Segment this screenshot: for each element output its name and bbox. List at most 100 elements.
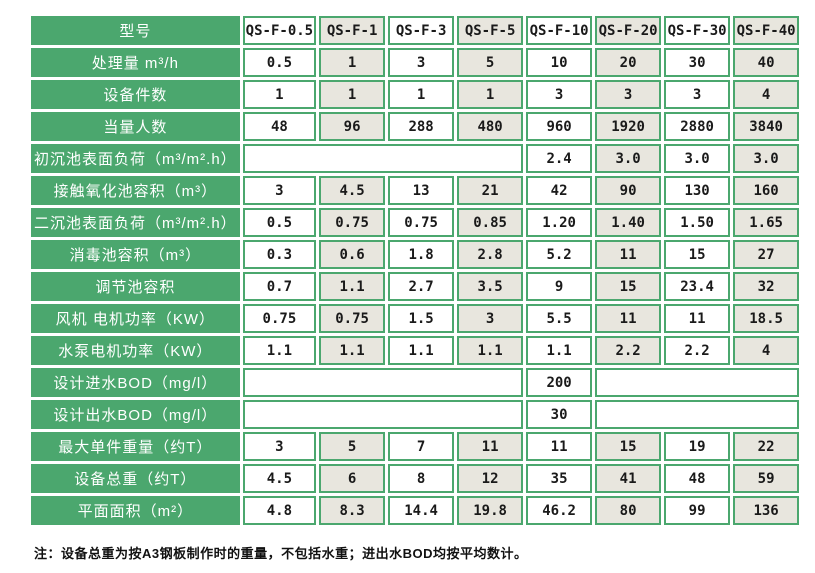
spec-value-cell: 5.2 (526, 240, 593, 269)
spec-value-cell: 14.4 (388, 496, 455, 525)
spec-value-cell: 35 (526, 464, 593, 493)
row-label-cell: 处理量 m³/h (31, 48, 240, 77)
row-label-cell: 设备件数 (31, 80, 240, 109)
spec-value-cell: 15 (595, 432, 662, 461)
spec-value-cell: 13 (388, 176, 455, 205)
spec-value-cell: 1.8 (388, 240, 455, 269)
spec-value-cell: 4.5 (242, 464, 317, 493)
spec-value-cell: 30 (526, 400, 593, 429)
spec-value-cell: 0.75 (242, 304, 317, 333)
spec-value-cell: 0.6 (319, 240, 386, 269)
row-label-cell: 平面面积（m²） (31, 496, 240, 525)
table-row: 最大单件重量（约T） 3 5 7 11 11 15 19 22 (31, 432, 800, 461)
spec-value-cell: 5 (457, 48, 524, 77)
spec-value-cell: 0.5 (242, 48, 317, 77)
spec-value-cell: 11 (457, 432, 524, 461)
table-row: 风机 电机功率（KW） 0.75 0.75 1.5 3 5.5 11 11 18.5 (31, 304, 800, 333)
table-row: 当量人数 48 96 288 480 960 1920 2880 3840 (31, 112, 800, 141)
spec-value-cell: 19 (664, 432, 731, 461)
spec-value-cell: 48 (242, 112, 317, 141)
model-header-cell: QS-F-20 (595, 16, 662, 45)
spec-value-cell: 4.5 (319, 176, 386, 205)
spec-value-cell: 0.7 (242, 272, 317, 301)
spec-value-cell: 80 (595, 496, 662, 525)
table-row: 设备件数 1 1 1 1 3 3 3 4 (31, 80, 800, 109)
spec-value-cell: 0.75 (319, 304, 386, 333)
spec-value-cell: 11 (526, 432, 593, 461)
spec-value-cell: 1.50 (664, 208, 731, 237)
spec-value-cell: 4.8 (242, 496, 317, 525)
table-row: 处理量 m³/h 0.5 1 3 5 10 20 30 40 (31, 48, 800, 77)
row-label-cell: 水泵电机功率（KW） (31, 336, 240, 365)
model-header-cell: QS-F-0.5 (242, 16, 317, 45)
table-row: 设计进水BOD（mg/l） 200 (31, 368, 800, 397)
table-row: 设备总重（约T） 4.5 6 8 12 35 41 48 59 (31, 464, 800, 493)
model-header-cell: QS-F-30 (664, 16, 731, 45)
spec-value-cell: 0.85 (457, 208, 524, 237)
spec-value-cell: 1.1 (388, 336, 455, 365)
spec-value-cell: 8.3 (319, 496, 386, 525)
spec-value-cell: 3 (242, 432, 317, 461)
spec-value-cell: 1.20 (526, 208, 593, 237)
spec-value-cell: 2.7 (388, 272, 455, 301)
table-row: 设计出水BOD（mg/l） 30 (31, 400, 800, 429)
model-header-cell: QS-F-1 (319, 16, 386, 45)
spec-value-cell: 19.8 (457, 496, 524, 525)
row-label-cell: 接触氧化池容积（m³） (31, 176, 240, 205)
spec-value-cell: 0.75 (319, 208, 386, 237)
spec-value-cell: 1.1 (526, 336, 593, 365)
spec-value-cell: 3 (664, 80, 731, 109)
spec-value-cell: 0.75 (388, 208, 455, 237)
spec-value-cell: 1 (242, 80, 317, 109)
spec-value-cell: 3.0 (733, 144, 800, 173)
row-label-cell: 设计进水BOD（mg/l） (31, 368, 240, 397)
table-row: 接触氧化池容积（m³） 3 4.5 13 21 42 90 130 160 (31, 176, 800, 205)
spec-value-cell: 20 (595, 48, 662, 77)
spec-value-cell: 4 (733, 80, 800, 109)
spec-value-cell: 15 (595, 272, 662, 301)
row-label-cell: 最大单件重量（约T） (31, 432, 240, 461)
spec-value-cell: 99 (664, 496, 731, 525)
spec-value-cell: 3840 (733, 112, 800, 141)
spec-value-cell: 4 (733, 336, 800, 365)
spec-value-cell: 2.2 (595, 336, 662, 365)
spec-value-cell: 1 (457, 80, 524, 109)
spec-value-cell: 22 (733, 432, 800, 461)
model-header-cell: QS-F-40 (733, 16, 800, 45)
spec-value-cell: 8 (388, 464, 455, 493)
row-label-cell: 设备总重（约T） (31, 464, 240, 493)
spec-value-cell: 32 (733, 272, 800, 301)
spec-value-cell: 11 (595, 240, 662, 269)
spec-value-cell: 27 (733, 240, 800, 269)
merged-empty-cell (242, 400, 524, 429)
table-row: 水泵电机功率（KW） 1.1 1.1 1.1 1.1 1.1 2.2 2.2 4 (31, 336, 800, 365)
spec-value-cell: 3 (595, 80, 662, 109)
spec-table-body: 型号 QS-F-0.5 QS-F-1 QS-F-3 QS-F-5 QS-F-10 QS-F-… (31, 16, 800, 525)
model-row-label-cell: 型号 (31, 16, 240, 45)
row-label-cell: 二沉池表面负荷（m³/m².h） (31, 208, 240, 237)
spec-value-cell: 130 (664, 176, 731, 205)
spec-value-cell: 3.5 (457, 272, 524, 301)
spec-value-cell: 200 (526, 368, 593, 397)
spec-value-cell: 15 (664, 240, 731, 269)
spec-value-cell: 41 (595, 464, 662, 493)
spec-value-cell: 1.1 (457, 336, 524, 365)
row-label-cell: 设计出水BOD（mg/l） (31, 400, 240, 429)
spec-value-cell: 3 (526, 80, 593, 109)
spec-value-cell: 1.65 (733, 208, 800, 237)
table-row: 调节池容积 0.7 1.1 2.7 3.5 9 15 23.4 32 (31, 272, 800, 301)
spec-value-cell: 90 (595, 176, 662, 205)
spec-value-cell: 2880 (664, 112, 731, 141)
spec-value-cell: 1 (388, 80, 455, 109)
row-label-cell: 消毒池容积（m³） (31, 240, 240, 269)
spec-value-cell: 1 (319, 80, 386, 109)
spec-value-cell: 2.8 (457, 240, 524, 269)
spec-table: 型号 QS-F-0.5 QS-F-1 QS-F-3 QS-F-5 QS-F-10 QS-F-… (28, 13, 802, 528)
merged-empty-cell (595, 368, 800, 397)
row-label-cell: 当量人数 (31, 112, 240, 141)
spec-value-cell: 10 (526, 48, 593, 77)
spec-value-cell: 1 (319, 48, 386, 77)
footnote: 注：设备总重为按A3钢板制作时的重量，不包括水重；进出水BOD均按平均数计。 (34, 546, 528, 561)
spec-value-cell: 59 (733, 464, 800, 493)
